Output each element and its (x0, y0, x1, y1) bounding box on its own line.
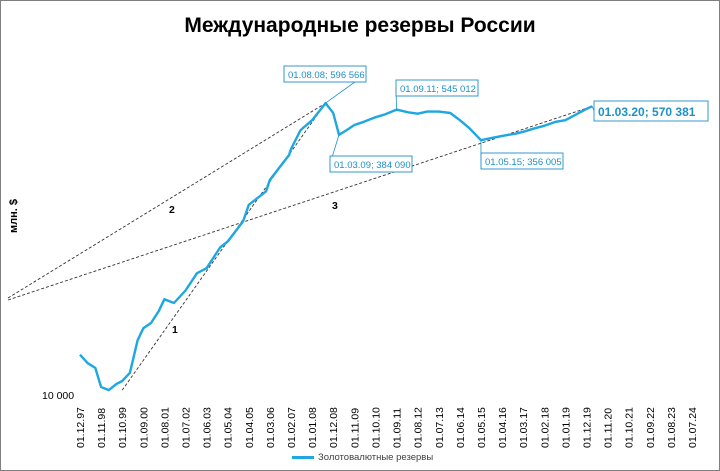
x-tick-label: 01.07.02 (181, 407, 193, 448)
x-tick-label: 01.05.15 (476, 407, 488, 448)
x-tick-label: 01.10.21 (624, 407, 636, 448)
x-tick-label: 01.07.24 (687, 407, 699, 448)
trendline-number: 1 (172, 324, 178, 336)
legend-label: Золотовалютные резервы (318, 452, 434, 463)
x-tick-label: 01.12.08 (328, 407, 340, 448)
trendlines (7, 102, 593, 391)
x-tick-label: 01.11.20 (603, 408, 615, 448)
x-tick-label: 01.09.22 (645, 407, 657, 448)
x-tick-label: 01.03.17 (518, 407, 530, 448)
x-tick-label: 01.10.99 (117, 407, 129, 448)
series-layer (79, 101, 593, 392)
x-tick-label: 01.12.19 (581, 407, 593, 448)
x-tick-label: 01.12.97 (75, 407, 87, 448)
x-tick-label: 01.09.11 (392, 408, 404, 448)
x-tick-label: 01.05.04 (223, 407, 235, 448)
annotation-label: 01.03.20; 570 381 (598, 105, 696, 119)
annotation-label: 01.03.09; 384 090 (334, 160, 411, 171)
annotation-box (395, 79, 479, 97)
legend: Золотовалютные резервы (292, 452, 433, 463)
x-tick-label: 01.11.98 (96, 408, 108, 448)
x-tick-label: 01.06.14 (455, 407, 467, 448)
x-tick-label: 01.08.01 (159, 407, 171, 448)
trendline-number: 3 (332, 200, 338, 212)
x-tick-label: 01.03.06 (265, 407, 277, 448)
x-tick-label: 01.09.00 (138, 407, 150, 448)
y-tick-label: 10 000 (42, 390, 74, 402)
trendline-1 (121, 102, 326, 391)
annotation-label: 01.05.15; 356 005 (485, 157, 562, 168)
annotation-box (480, 152, 564, 170)
x-tick-label: 01.08.23 (666, 407, 678, 448)
trendline-2 (7, 102, 326, 299)
annotation-label: 01.08.08; 596 566 (288, 70, 365, 81)
trendline-3 (7, 105, 593, 301)
x-tick-label: 01.08.12 (413, 407, 425, 448)
x-tick-label: 01.11.09 (349, 408, 361, 448)
x-tick-label: 01.01.19 (560, 407, 572, 448)
annotation-label: 01.09.11; 545 012 (400, 84, 476, 95)
x-tick-label: 01.04.16 (497, 407, 509, 448)
x-tick-labels: 01.12.97 01.11.98 01.10.99 01.09.00 01.08.01… (75, 407, 699, 448)
annotation-box (283, 65, 367, 83)
annotation-box (593, 100, 709, 122)
x-tick-label: 01.02.07 (286, 407, 298, 448)
x-tick-label: 01.04.05 (244, 407, 256, 448)
trendline-number: 2 (169, 204, 175, 216)
x-tick-label: 01.07.13 (434, 407, 446, 448)
annotations: 01.08.08; 596 566 01.09.11; 545 012 01.03.… (283, 65, 709, 173)
legend-line-swatch (292, 456, 314, 459)
x-tick-label: 01.10.10 (370, 407, 382, 448)
y-tick-labels: 10 000 (42, 390, 74, 402)
x-tick-label: 01.06.03 (202, 407, 214, 448)
chart-title: Международные резервы России (184, 14, 536, 37)
annotation-box (329, 155, 413, 173)
x-tick-label: 01.01.08 (307, 407, 319, 448)
x-tick-label: 01.02.18 (539, 407, 551, 448)
series-line (79, 101, 593, 392)
trendline-numbers: 1 2 3 (169, 200, 338, 336)
